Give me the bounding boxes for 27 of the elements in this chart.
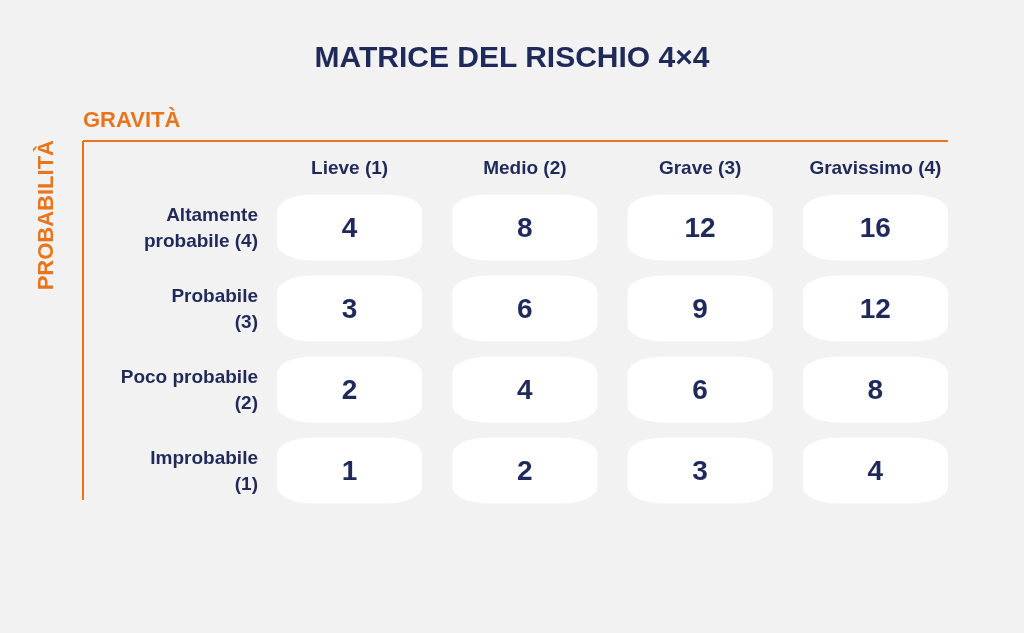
y-axis-title: PROBABILITÀ — [32, 139, 58, 291]
x-tick-label: Grave (3) — [658, 157, 742, 178]
data-label: 3 — [341, 293, 358, 324]
data-label: 16 — [859, 212, 891, 243]
data-label: 12 — [859, 293, 891, 324]
data-label: 6 — [517, 293, 533, 324]
data-label: 2 — [517, 455, 533, 486]
data-label: 4 — [517, 374, 534, 405]
data-label: 6 — [692, 374, 708, 405]
y-tick-label: Poco probabile (2) — [120, 366, 258, 413]
data-label: 4 — [341, 212, 358, 243]
data-label: 4 — [867, 455, 884, 486]
data-label: 12 — [684, 212, 716, 243]
x-tick-label: Gravissimo (4) — [809, 157, 942, 178]
chart-title: MATRICE DEL RISCHIO 4×4 — [314, 39, 710, 73]
y-tick-label: Altamente probabile (4) — [143, 204, 258, 251]
data-label: 8 — [517, 212, 533, 243]
data-label: 3 — [692, 455, 708, 486]
y-tick-label: Probabile (3) — [171, 285, 258, 332]
data-label: 1 — [341, 455, 358, 486]
x-tick-label: Lieve (1) — [311, 157, 389, 178]
x-axis-title: GRAVITÀ — [83, 106, 181, 132]
data-label: 9 — [692, 293, 708, 324]
x-tick-label: Medio (2) — [483, 157, 567, 178]
data-label: 2 — [341, 374, 358, 405]
data-label: 8 — [867, 374, 884, 405]
y-tick-label: Improbabile (1) — [150, 447, 258, 494]
